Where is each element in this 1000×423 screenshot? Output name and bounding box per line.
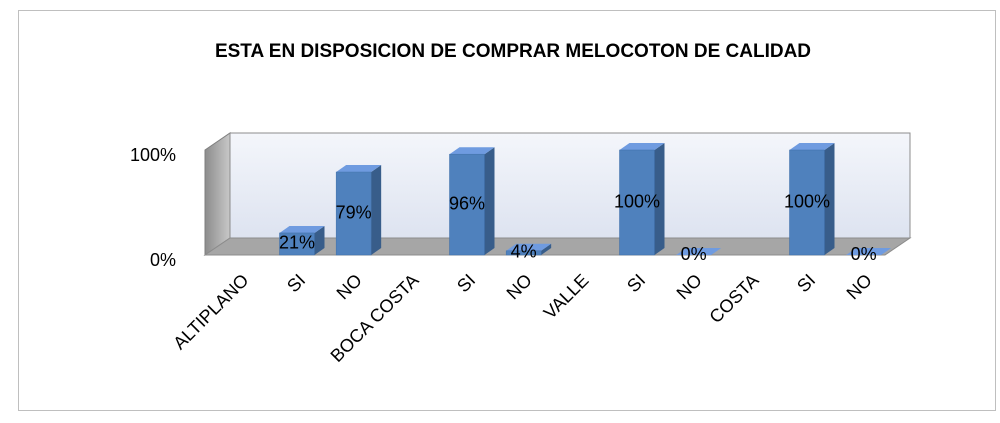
bar-side [371, 165, 382, 255]
chart-title: ESTA EN DISPOSICION DE COMPRAR MELOCOTON… [215, 41, 811, 62]
bar [335, 165, 382, 256]
bar-top [619, 143, 665, 150]
data-label: 79% [336, 202, 372, 222]
bar-side [824, 143, 835, 255]
bar-top [789, 143, 835, 150]
bar-top [336, 165, 382, 173]
bar [789, 143, 835, 256]
bar [505, 243, 552, 256]
bar-top [676, 248, 722, 255]
y-tick-label: 100% [130, 145, 176, 165]
data-label: 0% [851, 244, 877, 264]
bar-top [506, 243, 552, 251]
bar [846, 248, 892, 255]
data-label: 96% [449, 193, 485, 213]
bar-front [789, 149, 825, 256]
bar-side [484, 147, 495, 255]
bar [619, 143, 665, 256]
bar [449, 147, 495, 256]
bar-front [619, 149, 655, 256]
bar-front [449, 153, 485, 256]
bar-top [449, 147, 495, 155]
bar-side [541, 243, 552, 255]
bar-top [846, 248, 892, 255]
bar-front [335, 171, 372, 256]
bar-side [654, 143, 665, 255]
bar [676, 248, 722, 255]
bar-side [314, 225, 325, 255]
bar [279, 225, 325, 256]
data-label: 100% [784, 191, 830, 211]
bar-front [279, 232, 315, 256]
side-wall [204, 132, 231, 256]
data-label: 100% [614, 191, 660, 211]
data-label: 0% [681, 244, 707, 264]
y-tick-label: 0% [150, 250, 176, 270]
bar-top [279, 225, 325, 233]
data-label: 21% [279, 233, 315, 253]
bar-front [505, 250, 542, 256]
data-label: 4% [511, 242, 537, 262]
